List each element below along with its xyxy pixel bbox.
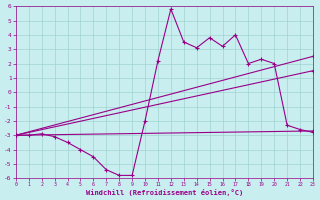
X-axis label: Windchill (Refroidissement éolien,°C): Windchill (Refroidissement éolien,°C) [86, 189, 243, 196]
